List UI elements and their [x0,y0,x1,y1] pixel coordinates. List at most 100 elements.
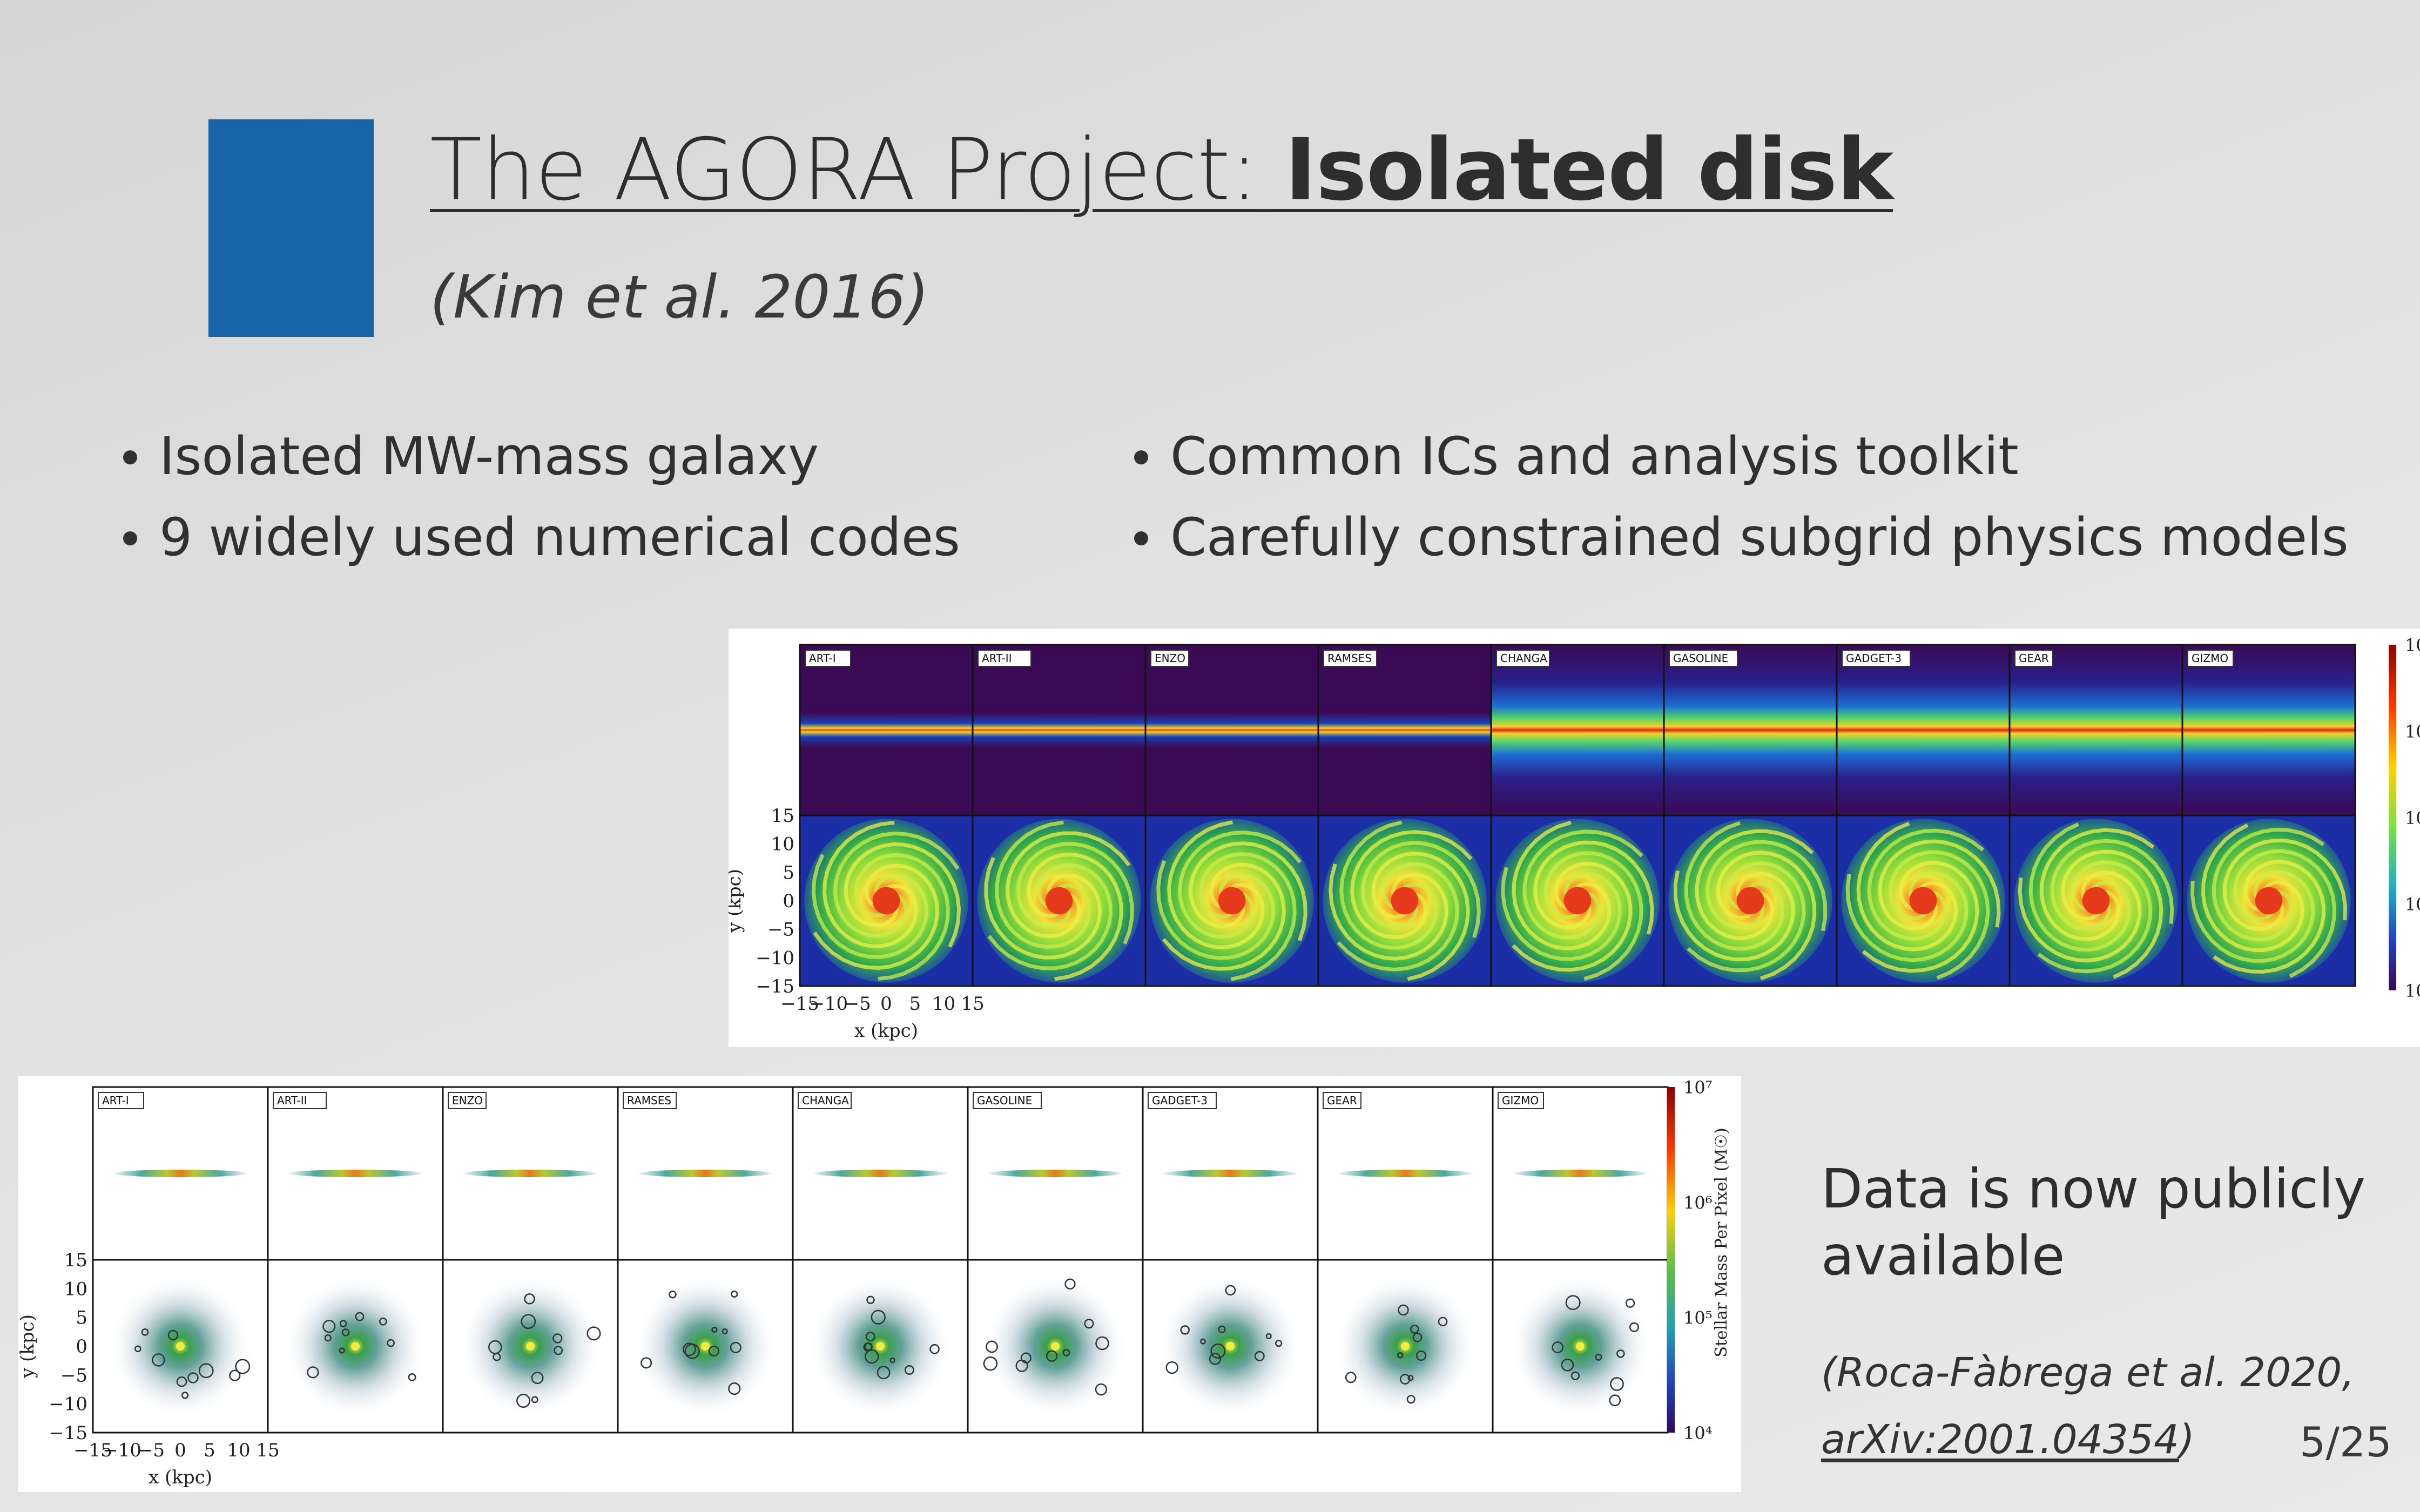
panel-label: GIZMO [2192,652,2228,665]
title-prefix: The AGORA Project: [430,120,1285,220]
colorbar-tick-label: 10⁵ [1683,1308,1713,1328]
panel-label-box [2187,650,2234,667]
spiral-arm [1716,850,1817,981]
star-cluster [1209,1353,1222,1365]
x-tick-label: 5 [909,993,921,1015]
y-tick-label: −10 [49,1394,87,1415]
star-cluster [986,1340,998,1353]
star-cluster [889,1357,895,1364]
spiral-arm [2190,870,2315,963]
colorbar-tick-label: 10⁶ [1683,1192,1713,1213]
star-cluster [229,1369,241,1381]
y-tick-label: 15 [771,805,794,827]
spiral-arm [2212,827,2325,942]
spiral-arm [1178,831,1302,939]
star-cluster [1616,1349,1625,1358]
star-cluster [1084,1319,1094,1329]
star-cluster [1398,1304,1409,1316]
colorbar-tick-label: 10⁻⁴ [2405,894,2420,915]
star-cluster [929,1344,940,1354]
y-tick-label: 10 [771,834,794,855]
star-cluster [1218,1325,1226,1333]
star-cluster [167,1329,179,1341]
y-tick-label: 5 [783,862,794,883]
panel-label: GADGET-3 [1846,652,1902,665]
star-cluster [181,1392,189,1399]
star-cluster [1015,1359,1028,1372]
accent-block [208,119,374,337]
spiral-arm [1862,861,1979,973]
panel-label-box [1323,1092,1361,1109]
panel-gasoline: GASOLINE [967,1086,1144,1434]
spiral-arm [1329,863,1448,961]
panel-art-i: ART-I [92,1086,269,1434]
star-cluster [871,1310,886,1325]
spiral-arm [1156,860,1276,960]
spiral-arm [1867,828,1985,941]
panel-label: GIZMO [1502,1094,1539,1107]
edge-on-map [1664,645,1837,815]
panel-art-ii: ART-II [972,644,1147,987]
data-availability-note: Data is now publicly available [1821,1157,2366,1287]
x-axis-label: x (kpc) [149,1467,212,1488]
x-tick-label: 15 [961,993,984,1015]
panel-gear: GEAR [1317,1086,1494,1434]
star-cluster [1200,1338,1206,1345]
y-axis-label: y (kpc) [18,1314,38,1379]
x-axis-label: x (kpc) [854,1020,918,1042]
stellar-colorbar [1667,1087,1675,1433]
arxiv-link[interactable]: arXiv:2001.04354 [1821,1416,2180,1463]
stellar-disk-edge [288,1170,422,1177]
panel-label-box [973,1092,1042,1109]
star-cluster [531,1396,538,1403]
star-cluster [1180,1325,1190,1335]
star-cluster [408,1373,416,1381]
galaxy-core [526,1342,535,1351]
bullet-item: Common ICs and analysis toolkit [1130,416,2349,497]
spiral-arm [2018,870,2142,963]
star-cluster [1275,1339,1283,1347]
spiral-arm [823,820,918,948]
panel-changa: CHANGA [792,1086,969,1434]
panel-label-box [1842,650,1911,667]
spiral-arm [1695,829,1814,941]
star-cluster [1565,1295,1581,1311]
star-cluster [152,1353,165,1367]
panel-label-box [1496,650,1550,667]
spiral-arm [1339,820,1438,950]
bullet-list-right: Common ICs and analysis toolkit Carefull… [1130,416,2349,578]
panel-label-box [1323,650,1377,667]
panel-art-i: ART-I [799,644,974,987]
panel-gadget-3: GADGET-3 [1836,644,2011,987]
colorbar-tick-label: 10⁻³ [2405,808,2420,828]
galaxy-core [1576,1342,1585,1351]
spiral-arm [2233,849,2337,978]
spiral-arm [1006,831,1131,939]
spiral-arm [2050,839,2174,931]
star-cluster [1415,1350,1427,1361]
star-cluster [904,1365,914,1375]
spiral-arm [1371,852,1470,981]
star-cluster [711,1326,718,1333]
star-cluster [176,1376,187,1387]
y-axis-label: y (kpc) [729,869,745,933]
panel-label: GASOLINE [977,1094,1032,1107]
galaxy-core [176,1342,185,1351]
star-cluster [134,1345,141,1353]
star-cluster [669,1290,677,1299]
x-tick-label: 10 [227,1440,250,1461]
y-tick-label: 15 [64,1250,87,1271]
star-cluster [1095,1383,1108,1396]
panel-label: ART-II [982,652,1012,665]
bullet-item: 9 widely used numerical codes [119,497,960,578]
stellar-disk-edge [813,1170,947,1177]
spiral-arm [1856,821,1958,951]
colorbar-tick-label: 10⁴ [1683,1423,1713,1443]
spiral-arm [1162,862,1286,971]
galaxy-core [1401,1342,1410,1351]
edge-on-map [1318,645,1491,815]
star-cluster [341,1328,350,1336]
star-cluster [516,1394,530,1408]
panel-label: CHANGA [802,1094,849,1107]
panel-label: CHANGA [1500,652,1547,665]
